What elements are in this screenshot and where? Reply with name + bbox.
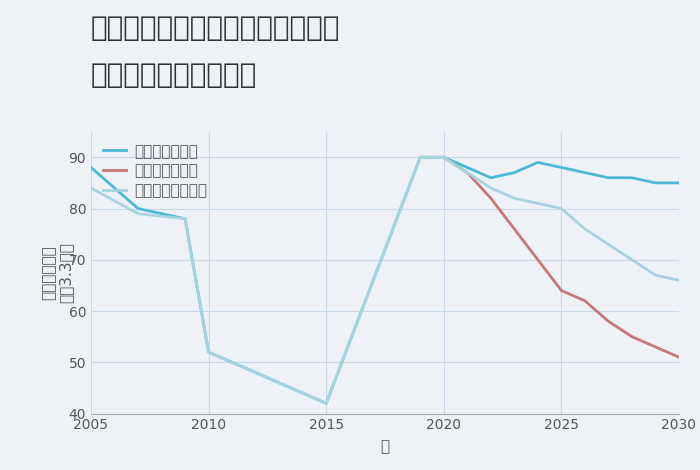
ノーマルシナリオ	[557, 206, 566, 212]
ノーマルシナリオ	[440, 155, 448, 160]
バッドシナリオ	[628, 334, 636, 339]
バッドシナリオ	[440, 155, 448, 160]
ノーマルシナリオ	[533, 201, 542, 206]
バッドシナリオ	[533, 257, 542, 263]
ノーマルシナリオ	[581, 226, 589, 232]
グッドシナリオ	[651, 180, 659, 186]
ノーマルシナリオ	[628, 257, 636, 263]
ノーマルシナリオ	[463, 170, 472, 175]
ノーマルシナリオ	[486, 185, 495, 191]
グッドシナリオ	[510, 170, 519, 175]
グッドシナリオ	[628, 175, 636, 180]
グッドシナリオ	[416, 155, 424, 160]
ノーマルシナリオ	[87, 185, 95, 191]
グッドシナリオ	[440, 155, 448, 160]
グッドシナリオ	[463, 164, 472, 170]
Line: グッドシナリオ: グッドシナリオ	[91, 157, 679, 403]
Y-axis label: 単価（万円）
坪（3.3㎡）: 単価（万円） 坪（3.3㎡）	[41, 242, 74, 303]
ノーマルシナリオ	[651, 272, 659, 278]
ノーマルシナリオ	[416, 155, 424, 160]
バッドシナリオ	[510, 226, 519, 232]
バッドシナリオ	[581, 298, 589, 304]
グッドシナリオ	[181, 216, 189, 221]
Text: 福岡県北九州市小倉北区西港町の: 福岡県北九州市小倉北区西港町の	[91, 14, 340, 42]
Line: バッドシナリオ: バッドシナリオ	[444, 157, 679, 357]
ノーマルシナリオ	[604, 242, 612, 247]
グッドシナリオ	[134, 206, 142, 212]
ノーマルシナリオ	[134, 211, 142, 217]
バッドシナリオ	[651, 344, 659, 350]
バッドシナリオ	[604, 319, 612, 324]
X-axis label: 年: 年	[380, 439, 390, 454]
Legend: グッドシナリオ, バッドシナリオ, ノーマルシナリオ: グッドシナリオ, バッドシナリオ, ノーマルシナリオ	[99, 139, 211, 203]
グッドシナリオ	[557, 164, 566, 170]
グッドシナリオ	[486, 175, 495, 180]
グッドシナリオ	[204, 349, 213, 355]
バッドシナリオ	[675, 354, 683, 360]
ノーマルシナリオ	[181, 216, 189, 221]
ノーマルシナリオ	[204, 349, 213, 355]
バッドシナリオ	[463, 170, 472, 175]
グッドシナリオ	[581, 170, 589, 175]
ノーマルシナリオ	[322, 400, 330, 406]
ノーマルシナリオ	[675, 277, 683, 283]
グッドシナリオ	[322, 400, 330, 406]
ノーマルシナリオ	[510, 196, 519, 201]
Text: 中古戸建ての価格推移: 中古戸建ての価格推移	[91, 61, 258, 89]
グッドシナリオ	[533, 159, 542, 165]
グッドシナリオ	[87, 164, 95, 170]
グッドシナリオ	[604, 175, 612, 180]
バッドシナリオ	[557, 288, 566, 293]
グッドシナリオ	[675, 180, 683, 186]
Line: ノーマルシナリオ: ノーマルシナリオ	[91, 157, 679, 403]
バッドシナリオ	[486, 196, 495, 201]
